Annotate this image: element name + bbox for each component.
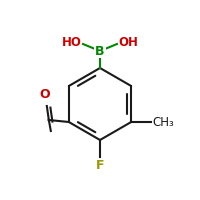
Text: F: F xyxy=(96,159,104,172)
Text: CH₃: CH₃ xyxy=(152,116,174,129)
Text: O: O xyxy=(40,88,50,101)
Text: B: B xyxy=(95,45,105,58)
Text: OH: OH xyxy=(118,36,138,49)
Text: HO: HO xyxy=(62,36,82,49)
